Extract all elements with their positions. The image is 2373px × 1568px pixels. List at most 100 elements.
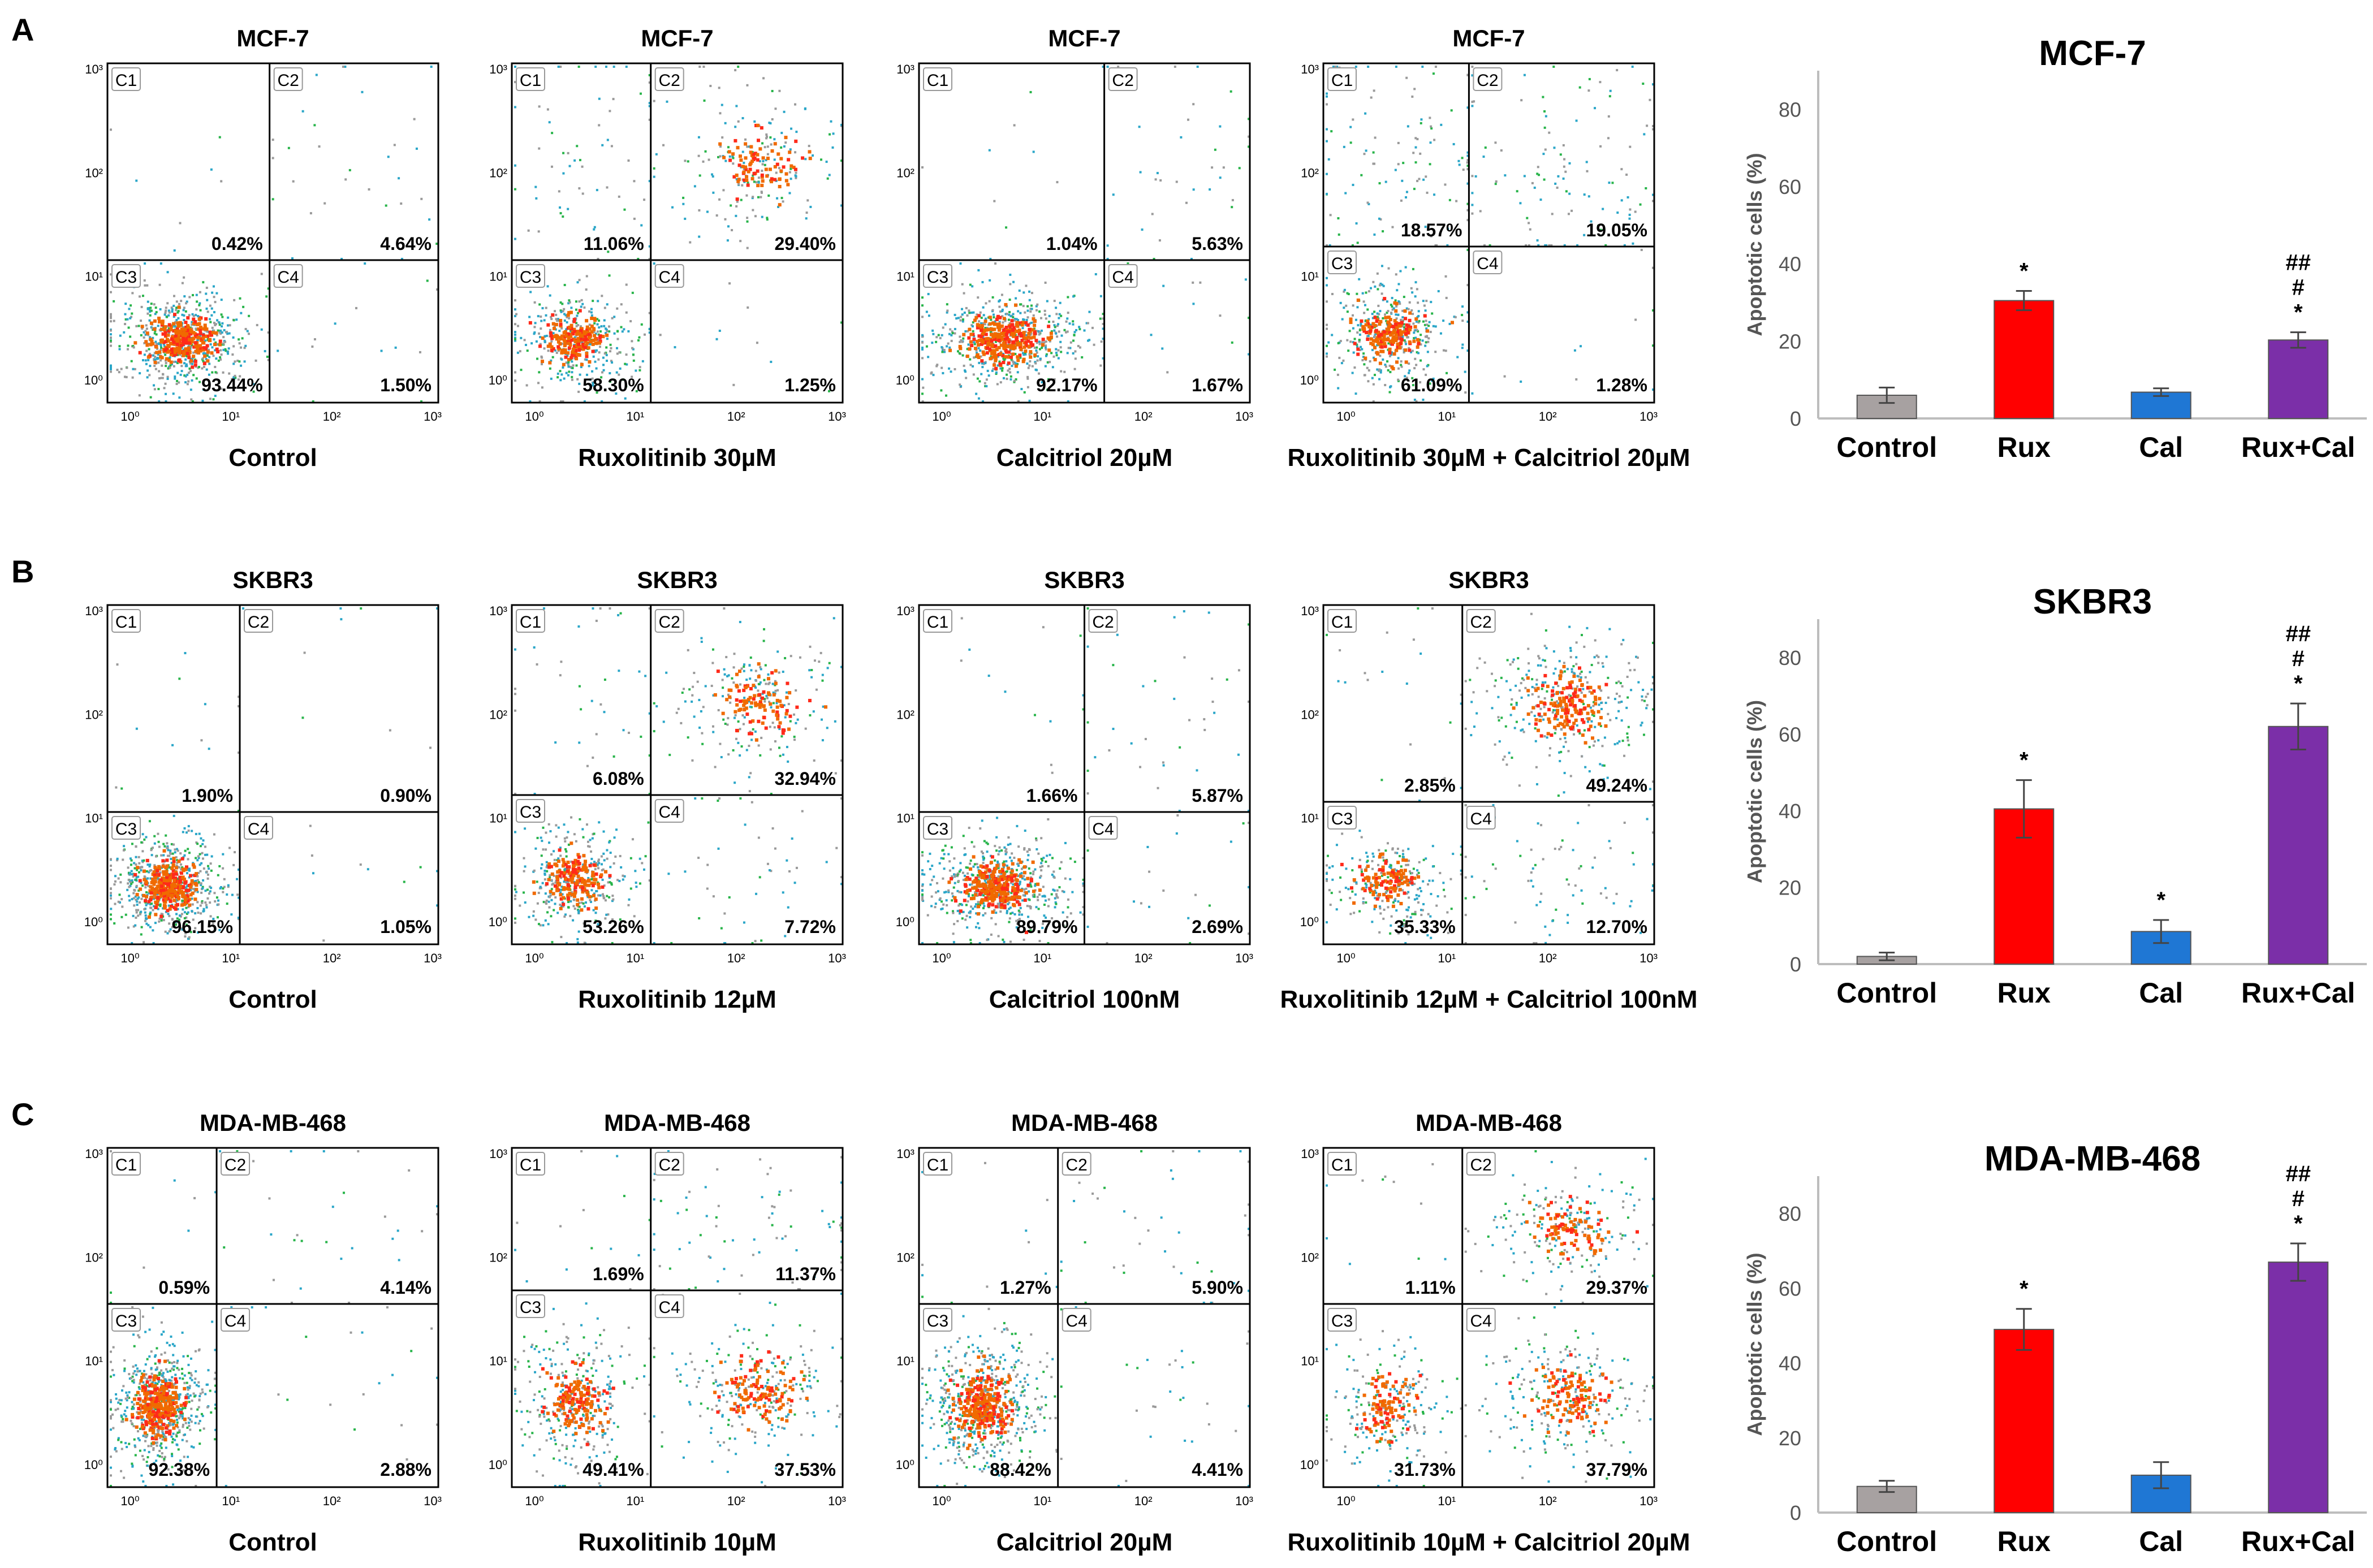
y-tick-label: 0 [1790, 1501, 1801, 1524]
flow-panel: SKBR3 Ruxolitinib 12µM C1 C2 C3 C4 6.08% 32.94%… [489, 567, 846, 1013]
x-tick-label: 10² [323, 951, 341, 965]
quadrant-label: C1 [115, 71, 137, 90]
quadrant-percentage: 4.64% [380, 234, 432, 254]
significance-marker: * [2156, 888, 2165, 913]
bar-chart-title: MDA-MB-468 [1984, 1139, 2201, 1178]
x-tick-label: 10¹ [626, 951, 644, 965]
y-tick-label: 10⁰ [489, 373, 507, 387]
quadrant-percentage: 1.11% [1405, 1277, 1456, 1298]
quadrant-label: C4 [659, 1298, 680, 1317]
quadrant-percentage: 4.14% [380, 1277, 432, 1298]
significance-marker: # [2292, 1186, 2305, 1211]
flow-scatter [1326, 607, 1654, 944]
quadrant-percentage: 1.50% [380, 375, 432, 395]
flow-scatter [514, 66, 843, 403]
x-tick-label: 10³ [1235, 409, 1253, 424]
quadrant-percentage: 5.63% [1192, 234, 1243, 254]
x-tick-label: 10² [323, 1494, 341, 1508]
x-tick-label: 10³ [1639, 951, 1658, 965]
quadrant-percentage: 6.08% [593, 768, 644, 789]
quadrant-label-box [111, 816, 141, 840]
quadrant-label-box [516, 1152, 545, 1176]
flow-panel-xlabel: Control [228, 1528, 317, 1556]
x-tick-label: 10¹ [1438, 951, 1456, 965]
y-tick-label: 60 [1779, 723, 1801, 746]
x-tick-label: 10¹ [1438, 1494, 1456, 1508]
quadrant-label: C3 [520, 803, 541, 822]
quadrant-label: C3 [115, 1312, 137, 1331]
quadrant-percentage: 0.59% [158, 1277, 210, 1298]
flow-panel-xlabel: Calcitriol 20µM [996, 1528, 1172, 1556]
quadrant-label: C3 [1331, 254, 1353, 273]
quadrant-percentage: 2.88% [380, 1459, 432, 1480]
quadrant-label-box [221, 1152, 251, 1176]
significance-marker: * [2294, 300, 2303, 325]
quadrant-percentage: 49.24% [1586, 775, 1647, 796]
x-tick-label: 10³ [1639, 1494, 1658, 1508]
quadrant-label: C1 [927, 1156, 948, 1174]
x-tick-label: 10³ [1235, 951, 1253, 965]
flow-panel-title: SKBR3 [637, 567, 717, 593]
flow-panel-xlabel: Control [228, 986, 317, 1013]
y-tick-label: 80 [1779, 1202, 1801, 1225]
flow-panel-title: MDA-MB-468 [604, 1109, 750, 1136]
quadrant-percentage: 7.72% [784, 917, 836, 937]
quadrant-label: C1 [520, 613, 541, 632]
quadrant-label-box [923, 609, 952, 633]
y-tick-label: 10¹ [85, 1354, 103, 1368]
quadrant-percentage: 1.66% [1026, 785, 1078, 806]
quadrant-percentage: 0.90% [380, 785, 432, 806]
x-tick-label: 10¹ [1033, 1494, 1051, 1508]
significance-marker: ## [2286, 1161, 2311, 1186]
flow-scatter [514, 1150, 843, 1487]
x-tick-label: 10³ [424, 409, 442, 424]
flow-panel: SKBR3 Control C1 C2 C3 C4 1.90% 0.90% 96.15% 1.05… [84, 567, 442, 1013]
bar [2268, 1262, 2329, 1514]
significance-marker: * [2020, 1277, 2029, 1302]
y-tick-label: 10⁰ [896, 373, 914, 387]
y-tick-label: 10¹ [489, 270, 507, 284]
significance-marker: ## [2286, 250, 2311, 275]
x-tick-label: 10¹ [222, 409, 240, 424]
quadrant-label: C1 [927, 613, 948, 632]
y-tick-label: 10³ [489, 1147, 507, 1161]
flow-panel-xlabel: Calcitriol 20µM [996, 444, 1172, 472]
quadrant-label-box [273, 264, 303, 288]
quadrant-label: C1 [520, 71, 541, 90]
quadrant-label: C1 [1331, 613, 1353, 632]
x-tick-label: 10⁰ [120, 1494, 139, 1508]
y-tick-label: 10¹ [896, 811, 914, 826]
y-tick-label: 10⁰ [84, 373, 103, 387]
significance-marker: # [2292, 275, 2305, 300]
quadrant-label-box [654, 609, 684, 633]
x-tick-label: 10² [1539, 409, 1557, 424]
quadrant-percentage: 31.73% [1394, 1459, 1456, 1480]
bar [1994, 1329, 2055, 1514]
quadrant-label: C1 [927, 71, 948, 90]
y-tick-label: 10⁰ [489, 1458, 507, 1472]
quadrant-label-box [1473, 67, 1503, 91]
x-tick-label: 10³ [424, 1494, 442, 1508]
flow-scatter [514, 607, 843, 944]
flow-row-a: A MCF-7 Control C1 C2 C3 C4 0.42% 4.64% 93.44% 1.5… [11, 12, 1690, 472]
y-tick-label: 20 [1779, 1427, 1801, 1450]
flow-panel-title: MDA-MB-468 [1011, 1109, 1158, 1136]
bar-chart-title: SKBR3 [2033, 582, 2152, 621]
flow-scatter [110, 1150, 438, 1487]
y-tick-label: 10⁰ [896, 915, 914, 929]
quadrant-label: C3 [115, 820, 137, 839]
x-tick-label: 10³ [1639, 409, 1658, 424]
quadrant-label: C4 [1477, 254, 1498, 273]
x-tick-label: 10² [323, 409, 341, 424]
y-tick-label: 10² [85, 166, 103, 180]
flow-panel-frame [1322, 62, 1655, 404]
x-tick-label: 10⁰ [525, 951, 543, 965]
quadrant-label: C4 [1092, 820, 1114, 839]
quadrant-percentage: 1.67% [1192, 375, 1243, 395]
flow-panel-xlabel: Ruxolitinib 10µM [578, 1528, 776, 1556]
significance-marker: * [2020, 748, 2029, 773]
x-tick-label: 10¹ [222, 1494, 240, 1508]
quadrant-label: C4 [659, 268, 680, 287]
quadrant-label-box [923, 67, 952, 91]
y-tick-label: 60 [1779, 1277, 1801, 1300]
